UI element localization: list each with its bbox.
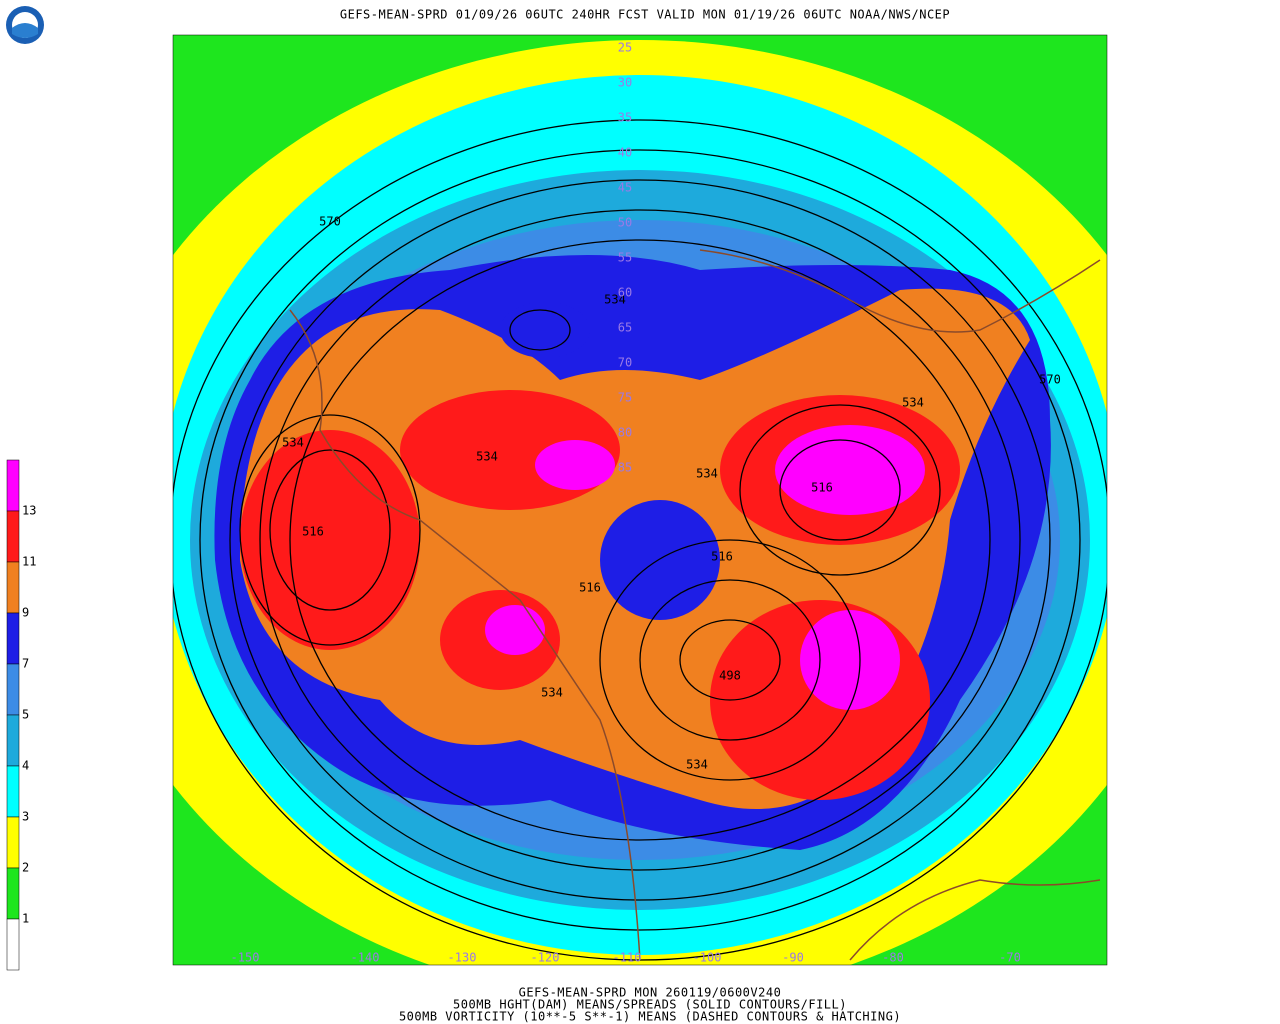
contour-label: 534 [541, 686, 563, 700]
legend-swatch [6, 816, 20, 869]
legend-swatch [6, 765, 20, 818]
contour-label: 516 [302, 525, 324, 539]
latitude-label: 70 [618, 356, 632, 370]
latitude-label: 65 [618, 321, 632, 335]
latitude-label: 40 [618, 146, 632, 160]
legend-label: 2 [22, 861, 29, 875]
contour-label: 570 [319, 215, 341, 229]
footer-line: 500MB VORTICITY (10**-5 S**-1) MEANS (DA… [399, 1010, 901, 1024]
longitude-label: -100 [693, 951, 722, 965]
contour-label: 516 [579, 581, 601, 595]
legend-swatch [6, 612, 20, 665]
longitude-label: -90 [782, 951, 804, 965]
latitude-label: 60 [618, 286, 632, 300]
legend-swatch [6, 663, 20, 716]
contour-label: 516 [811, 481, 833, 495]
legend-label: 5 [22, 708, 29, 722]
legend-label: 7 [22, 657, 29, 671]
footer-line: GEFS-MEAN-SPRD MON 260119/0600V240 [519, 986, 782, 1000]
map-labels: 570 534 534 534 534 534 570 516 516 516 516 498 534 5… [231, 41, 1061, 965]
longitude-label: -130 [448, 951, 477, 965]
noaa-logo [6, 6, 44, 44]
latitude-label: 30 [618, 76, 632, 90]
longitude-label: -120 [531, 951, 560, 965]
contour-label: 534 [282, 436, 304, 450]
latitude-label: 35 [618, 111, 632, 125]
legend-label: 11 [22, 555, 36, 569]
contour-label: 534 [696, 467, 718, 481]
legend-swatch [6, 714, 20, 767]
latitude-label: 80 [618, 426, 632, 440]
longitude-label: -110 [613, 951, 642, 965]
title: GEFS-MEAN-SPRD 01/09/26 06UTC 240HR FCST… [340, 8, 950, 22]
longitude-label: -150 [231, 951, 260, 965]
contour-label: 534 [476, 450, 498, 464]
legend-swatch [6, 510, 20, 563]
latitude-label: 75 [618, 391, 632, 405]
contour-label: 516 [711, 550, 733, 564]
legend-label: 3 [22, 810, 29, 824]
longitude-label: -80 [882, 951, 904, 965]
contour-label: 498 [719, 669, 741, 683]
map-frame [172, 34, 1108, 966]
legend-swatch [6, 459, 20, 512]
color-legend: 13 11 9 7 5 4 3 2 1 [6, 459, 36, 971]
legend-swatch [6, 918, 20, 971]
legend-label: 4 [22, 759, 29, 773]
contour-label: 534 [686, 758, 708, 772]
legend-swatch [6, 561, 20, 614]
footer: GEFS-MEAN-SPRD MON 260119/0600V240500MB … [399, 986, 901, 1024]
footer-line: 500MB HGHT(DAM) MEANS/SPREADS (SOLID CON… [453, 998, 847, 1012]
contour-label: 570 [1039, 373, 1061, 387]
contour-label: 534 [902, 396, 924, 410]
latitude-label: 85 [618, 461, 632, 475]
map [173, 35, 1107, 965]
longitude-label: -140 [351, 951, 380, 965]
legend-label: 13 [22, 504, 36, 518]
latitude-label: 50 [618, 216, 632, 230]
legend-swatch [6, 867, 20, 920]
longitude-label: -70 [999, 951, 1021, 965]
legend-label: 9 [22, 606, 29, 620]
contour-label: 534 [604, 293, 626, 307]
legend-label: 1 [22, 912, 29, 926]
latitude-label: 55 [618, 251, 632, 265]
latitude-label: 25 [618, 41, 632, 55]
latitude-label: 45 [618, 181, 632, 195]
